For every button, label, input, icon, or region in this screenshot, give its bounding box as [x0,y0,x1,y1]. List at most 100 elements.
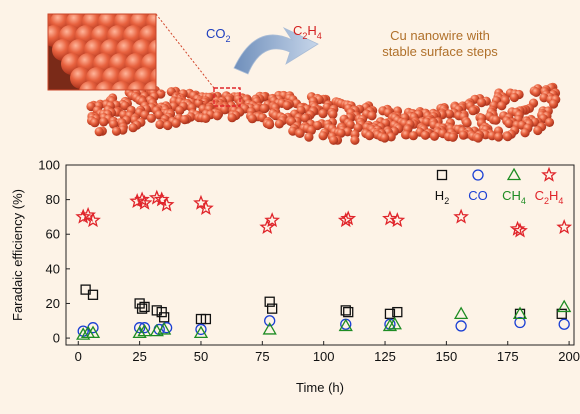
y-tick-label: 60 [46,227,60,242]
copper-atom [94,127,104,137]
square-data-point [87,289,99,300]
square-data-point [384,308,396,319]
copper-atom [473,133,483,143]
square-data-point [200,313,212,325]
square-data-point [156,306,167,318]
copper-atom [128,123,138,133]
star-data-point [148,189,165,205]
triangle-data-point [338,318,353,332]
copper-atom [146,113,156,123]
square-data-point [556,308,567,319]
zoom-inset [47,13,241,107]
x-axis: 0 25 50 75 100 125 150 175 200 [75,341,580,364]
square-data-point [392,306,403,318]
square-data-point [136,303,148,314]
copper-atom [401,130,411,140]
nanowire-illustration: CO2 C2H4 Cu nanowire with stable surface… [47,13,561,145]
copper-atom [318,109,328,119]
copper-atom-zoom [95,81,117,90]
copper-atom [175,105,185,116]
star-data-point [259,219,276,235]
copper-atom [503,132,513,142]
copper-atom [212,111,222,121]
x-tick-label: 200 [558,349,580,364]
legend-label: CO [468,188,488,203]
circle-data-point [195,323,207,336]
copper-atom [462,118,472,128]
square-data-point [264,296,275,307]
y-tick-label: 80 [46,192,60,207]
triangle-data-point [382,318,398,332]
copper-atom [533,125,543,136]
x-axis-label: Time (h) [296,380,344,395]
copper-atom [300,113,310,123]
caption-line-2: stable surface steps [382,44,498,59]
star-data-point [129,193,146,209]
copper-atom [304,132,314,142]
y-tick-label: 20 [46,296,60,311]
star-data-point [85,212,101,228]
square-data-point [343,306,354,318]
circle-data-point [558,318,570,330]
legend-star-marker [541,166,557,182]
star-data-point [197,199,214,215]
copper-atom [497,101,507,111]
copper-atom [509,92,519,103]
star-data-point [389,212,406,228]
caption-line-1: Cu nanowire with [390,28,490,43]
circle-data-point [264,315,276,327]
co2-label: CO2 [206,26,231,44]
triangle-data-point [76,327,91,340]
copper-atom [350,135,360,145]
copper-atom [274,119,284,129]
copper-atom [155,119,165,130]
x-tick-label: 175 [497,349,519,364]
square-data-point [139,301,150,313]
triangle-data-point [85,325,101,339]
triangle-data-point [512,306,528,319]
copper-nanowire [86,82,561,145]
copper-atom [227,113,237,123]
triangle-data-point [157,322,172,335]
c2h4-label: C2H4 [293,23,322,41]
triangle-data-point [132,325,147,339]
star-data-point [512,222,528,238]
copper-atom [448,132,458,142]
copper-atom [111,126,122,136]
copper-atom [90,118,100,128]
copper-atom [329,135,339,145]
copper-atom [477,98,487,108]
copper-atom [99,117,109,127]
y-axis: 0 20 40 60 80 100 [38,158,70,346]
square-data-point [340,305,351,316]
triangle-data-point [387,316,402,330]
zoom-region-box [213,87,241,107]
copper-atom-zoom [79,81,101,90]
copper-atom [380,133,390,143]
copper-atom [364,131,375,141]
square-data-point [80,284,91,295]
x-tick-label: 0 [75,349,82,364]
square-data-point [266,303,278,314]
copper-atom-zoom [111,81,133,90]
copper-atom [549,99,559,109]
triangle-data-point [193,325,209,339]
triangle-data-point [557,299,572,313]
copper-atom [504,118,514,129]
star-data-point [158,196,175,212]
copper-atom [328,109,338,119]
star-data-point [75,208,92,224]
copper-atom [163,120,173,131]
copper-atom [259,104,269,114]
copper-atom [336,128,346,138]
star-data-point [340,210,357,226]
star-data-point [264,212,281,228]
copper-atom [531,87,541,97]
triangle-data-point [453,306,469,319]
x-tick-label: 25 [132,349,146,364]
copper-atom [180,115,190,125]
triangle-data-point [137,323,152,337]
conversion-arrow [233,27,319,75]
copper-atom [444,109,454,119]
